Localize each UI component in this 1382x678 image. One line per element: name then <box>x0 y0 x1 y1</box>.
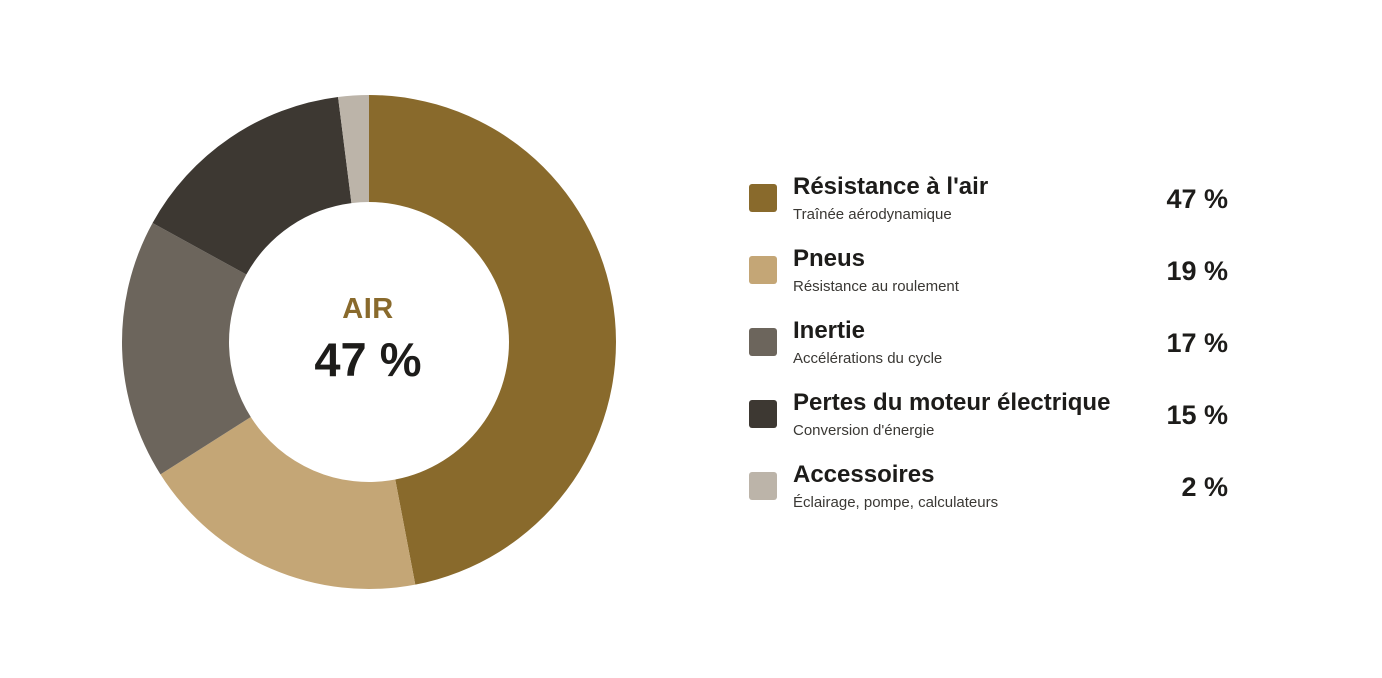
legend-label: Pertes du moteur électrique <box>793 389 1111 416</box>
legend-label: Pneus <box>793 245 866 272</box>
legend-sublabel: Accélérations du cycle <box>793 350 943 367</box>
legend-value: 2 % <box>1181 472 1228 502</box>
legend-swatch-moteur <box>749 400 777 428</box>
legend-sublabel: Conversion d'énergie <box>793 422 935 439</box>
legend-item-pneus: Pneus Résistance au roulement 19 % <box>749 244 1239 316</box>
legend-label: Accessoires <box>793 461 935 488</box>
legend-value: 19 % <box>1166 256 1228 286</box>
donut-slice-accessoires <box>338 95 369 204</box>
legend-sublabel: Traînée aérodynamique <box>793 206 952 223</box>
donut-slice-inertie <box>121 223 251 475</box>
donut-slices <box>121 95 616 589</box>
legend-item-inertie: Inertie Accélérations du cycle 17 % <box>749 316 1239 388</box>
legend-sublabel: Éclairage, pompe, calculateurs <box>793 494 999 511</box>
legend-item-moteur: Pertes du moteur électrique Conversion d… <box>749 388 1239 460</box>
legend-label: Résistance à l'air <box>793 173 989 200</box>
legend-label: Inertie <box>793 317 866 344</box>
legend-swatch-inertie <box>749 328 777 356</box>
donut-slice-moteur <box>152 96 352 275</box>
legend-item-air: Résistance à l'air Traînée aérodynamique… <box>749 172 1239 244</box>
legend-value: 17 % <box>1166 328 1228 358</box>
legend-value: 47 % <box>1166 184 1228 214</box>
donut-center-title: AIR <box>342 293 394 325</box>
donut-slice-air <box>369 95 616 585</box>
legend-swatch-pneus <box>749 256 777 284</box>
legend-swatch-accessoires <box>749 472 777 500</box>
donut-slice-pneus <box>160 417 416 589</box>
legend-item-accessoires: Accessoires Éclairage, pompe, calculateu… <box>749 460 1239 532</box>
chart-legend: Résistance à l'air Traînée aérodynamique… <box>749 172 1239 532</box>
legend-sublabel: Résistance au roulement <box>793 278 959 295</box>
legend-swatch-air <box>749 184 777 212</box>
legend-value: 15 % <box>1166 400 1228 430</box>
donut-chart <box>121 95 616 589</box>
donut-center-value: 47 % <box>314 333 422 386</box>
